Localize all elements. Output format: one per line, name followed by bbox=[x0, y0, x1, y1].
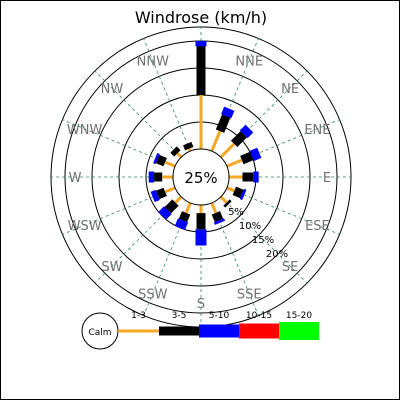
chart-title: Windrose (km/h) bbox=[135, 8, 267, 27]
bar-ESE-5-10 bbox=[239, 188, 247, 201]
bar-WNW-1-3 bbox=[164, 160, 176, 168]
ring-label-15%: 15% bbox=[252, 235, 274, 246]
direction-label-SW: SW bbox=[101, 260, 122, 275]
bar-NE-5-10 bbox=[239, 124, 254, 139]
legend-label-3-5: 3-5 bbox=[172, 311, 187, 321]
direction-label-S: S bbox=[197, 297, 205, 312]
ring-label-20%: 20% bbox=[266, 249, 288, 260]
bar-SW-3-5 bbox=[164, 199, 179, 214]
bar-S-1-3 bbox=[199, 205, 203, 214]
legend-label-5-10: 5-10 bbox=[209, 311, 230, 321]
direction-label-NNE: NNE bbox=[235, 55, 263, 70]
spoke-NNW bbox=[143, 38, 191, 152]
bar-SSE-3-5 bbox=[211, 211, 224, 223]
bar-WNW-5-10 bbox=[153, 152, 160, 165]
bar-ENE-1-3 bbox=[226, 158, 243, 168]
direction-label-ENE: ENE bbox=[304, 123, 330, 138]
bar-SSW-5-10 bbox=[174, 218, 189, 230]
legend-label-15-20: 15-20 bbox=[286, 311, 312, 321]
calm-circle bbox=[172, 148, 230, 206]
bar-SW-5-10 bbox=[158, 206, 172, 220]
legend-swatch-15-20 bbox=[279, 322, 319, 340]
bar-SE-1-3 bbox=[219, 195, 228, 204]
spoke-SE bbox=[220, 196, 308, 284]
bar-ESE-3-5 bbox=[232, 186, 244, 199]
bar-W-5-10 bbox=[148, 171, 155, 183]
direction-label-WNW: WNW bbox=[67, 123, 103, 138]
direction-label-SSW: SSW bbox=[138, 287, 168, 302]
bar-NNE-1-3 bbox=[210, 130, 222, 152]
direction-label-NE: NE bbox=[281, 82, 299, 97]
bar-SSW-3-5 bbox=[178, 211, 191, 223]
bar-W-1-3 bbox=[162, 175, 173, 179]
bar-ESE-1-3 bbox=[226, 186, 235, 193]
bar-NE-3-5 bbox=[230, 131, 247, 148]
bar-S-3-5 bbox=[196, 213, 206, 230]
bar-ENE-5-10 bbox=[249, 147, 262, 162]
legend-swatch-10-15 bbox=[239, 323, 279, 339]
direction-label-ESE: ESE bbox=[305, 219, 330, 234]
direction-label-NNW: NNW bbox=[137, 55, 169, 70]
legend-calm-label: Calm bbox=[88, 328, 111, 338]
bar-WSW-5-10 bbox=[150, 189, 160, 203]
bar-NW-3-5 bbox=[170, 146, 181, 157]
direction-label-WSW: WSW bbox=[68, 219, 102, 234]
bar-E-5-10 bbox=[253, 171, 259, 183]
spoke-NW bbox=[94, 70, 182, 158]
bar-NE-1-3 bbox=[219, 142, 236, 159]
direction-label-SSE: SSE bbox=[237, 287, 262, 302]
bar-N-1-3 bbox=[199, 95, 203, 149]
direction-label-SE: SE bbox=[282, 260, 298, 275]
bar-SW-1-3 bbox=[174, 195, 183, 204]
bar-E-1-3 bbox=[229, 175, 243, 179]
legend-swatch-5-10 bbox=[199, 324, 239, 338]
legend-swatch-1-3 bbox=[118, 329, 159, 333]
bar-NNW-3-5 bbox=[183, 141, 194, 151]
legend-label-10-15: 10-15 bbox=[246, 311, 272, 321]
bar-WSW-3-5 bbox=[155, 187, 167, 200]
bar-NNE-5-10 bbox=[221, 106, 235, 119]
ring-label-5%: 5% bbox=[228, 207, 244, 218]
direction-label-NW: NW bbox=[101, 82, 124, 97]
bar-N-5-10 bbox=[195, 41, 207, 47]
direction-label-W: W bbox=[69, 171, 82, 186]
spoke-ESE bbox=[226, 187, 340, 235]
bar-SSW-1-3 bbox=[184, 202, 192, 214]
bar-WNW-3-5 bbox=[155, 154, 167, 167]
bar-N-3-5 bbox=[196, 46, 206, 95]
bar-NW-1-3 bbox=[176, 152, 183, 159]
direction-label-E: E bbox=[323, 171, 331, 186]
bar-SSE-5-10 bbox=[213, 218, 226, 225]
bar-SSE-1-3 bbox=[210, 202, 218, 214]
bar-S-5-10 bbox=[195, 229, 207, 246]
legend-label-1-3: 1-3 bbox=[131, 311, 146, 321]
bar-SE-3-5 bbox=[223, 199, 232, 208]
bar-E-3-5 bbox=[242, 172, 254, 182]
ring-label-10%: 10% bbox=[239, 221, 261, 232]
bar-NNE-3-5 bbox=[215, 114, 231, 133]
bar-ENE-3-5 bbox=[240, 151, 254, 165]
legend-swatch-3-5 bbox=[159, 326, 199, 336]
bar-W-3-5 bbox=[154, 172, 163, 182]
bar-WSW-1-3 bbox=[164, 186, 176, 194]
calm-percent-label: 25% bbox=[184, 169, 217, 187]
